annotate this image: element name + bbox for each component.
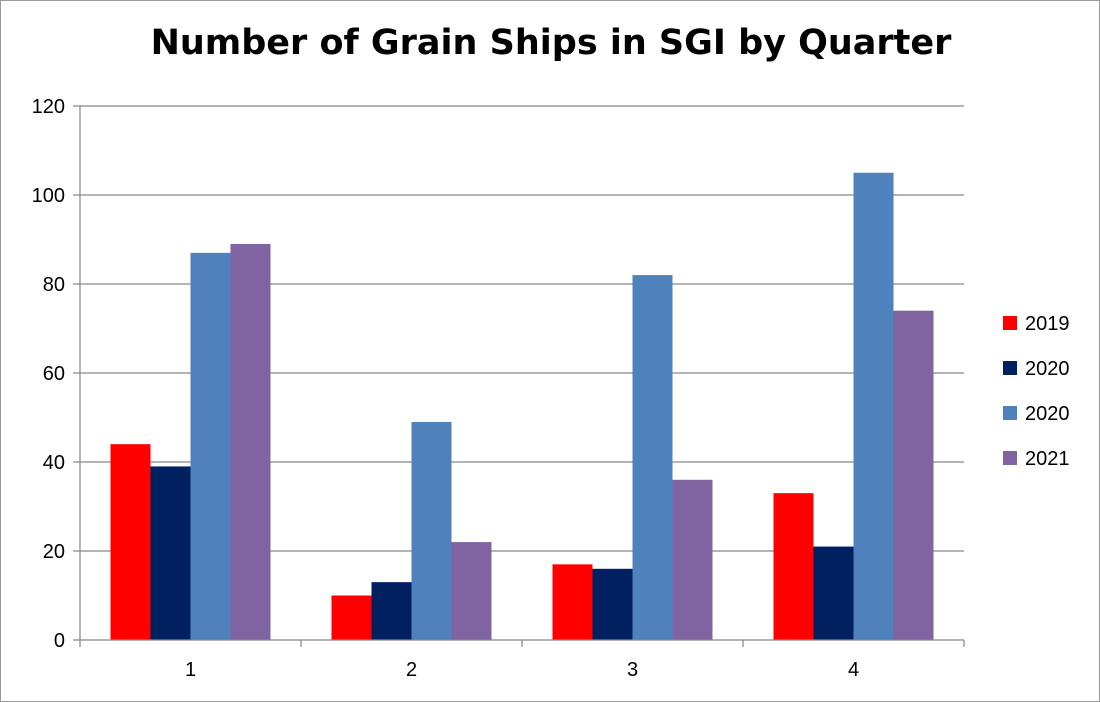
y-tick-label: 100 xyxy=(32,185,65,207)
x-tick-label: 2 xyxy=(406,659,417,681)
bar-2021-q3 xyxy=(672,479,713,640)
y-tick-label: 20 xyxy=(43,541,65,563)
bar-2020-q4 xyxy=(853,172,894,640)
bar-2020-q2 xyxy=(371,582,412,640)
legend-swatch xyxy=(1003,406,1017,420)
legend-swatch xyxy=(1003,361,1017,375)
axes: 0 20 40 60 80 100 120 1 2 3 4 xyxy=(32,96,965,681)
y-tick-label: 40 xyxy=(43,452,65,474)
legend-label: 2019 xyxy=(1025,313,1070,335)
legend-label: 2020 xyxy=(1025,358,1070,380)
y-tick-label: 0 xyxy=(54,630,65,652)
bar-2020-q1 xyxy=(190,252,231,640)
chart-title: Number of Grain Ships in SGI by Quarter xyxy=(150,23,952,63)
bar-2021-q2 xyxy=(451,542,492,640)
y-tick-label: 80 xyxy=(43,274,65,296)
x-tick-label: 4 xyxy=(848,659,859,681)
bar-2020-q2 xyxy=(411,421,452,640)
legend-label: 2020 xyxy=(1025,403,1070,425)
legend: 2019 2020 2020 2021 xyxy=(1003,313,1070,470)
bar-2020-q1 xyxy=(150,466,191,640)
legend-swatch xyxy=(1003,316,1017,330)
bar-2021-q4 xyxy=(893,310,934,640)
legend-label: 2021 xyxy=(1025,448,1070,470)
y-tick-label: 120 xyxy=(32,96,65,118)
y-tick-label: 60 xyxy=(43,363,65,385)
bar-2019-q4 xyxy=(773,493,814,640)
bar-2020-q4 xyxy=(813,546,854,640)
x-tick-label: 1 xyxy=(185,659,196,681)
x-tick-label: 3 xyxy=(627,659,638,681)
bar-2020-q3 xyxy=(592,568,633,640)
legend-swatch xyxy=(1003,451,1017,465)
bars xyxy=(110,172,934,640)
bar-2019-q2 xyxy=(331,595,372,640)
bar-2021-q1 xyxy=(230,243,271,640)
bar-2019-q3 xyxy=(552,564,593,640)
bar-2020-q3 xyxy=(632,275,673,640)
bar-2019-q1 xyxy=(110,444,151,640)
